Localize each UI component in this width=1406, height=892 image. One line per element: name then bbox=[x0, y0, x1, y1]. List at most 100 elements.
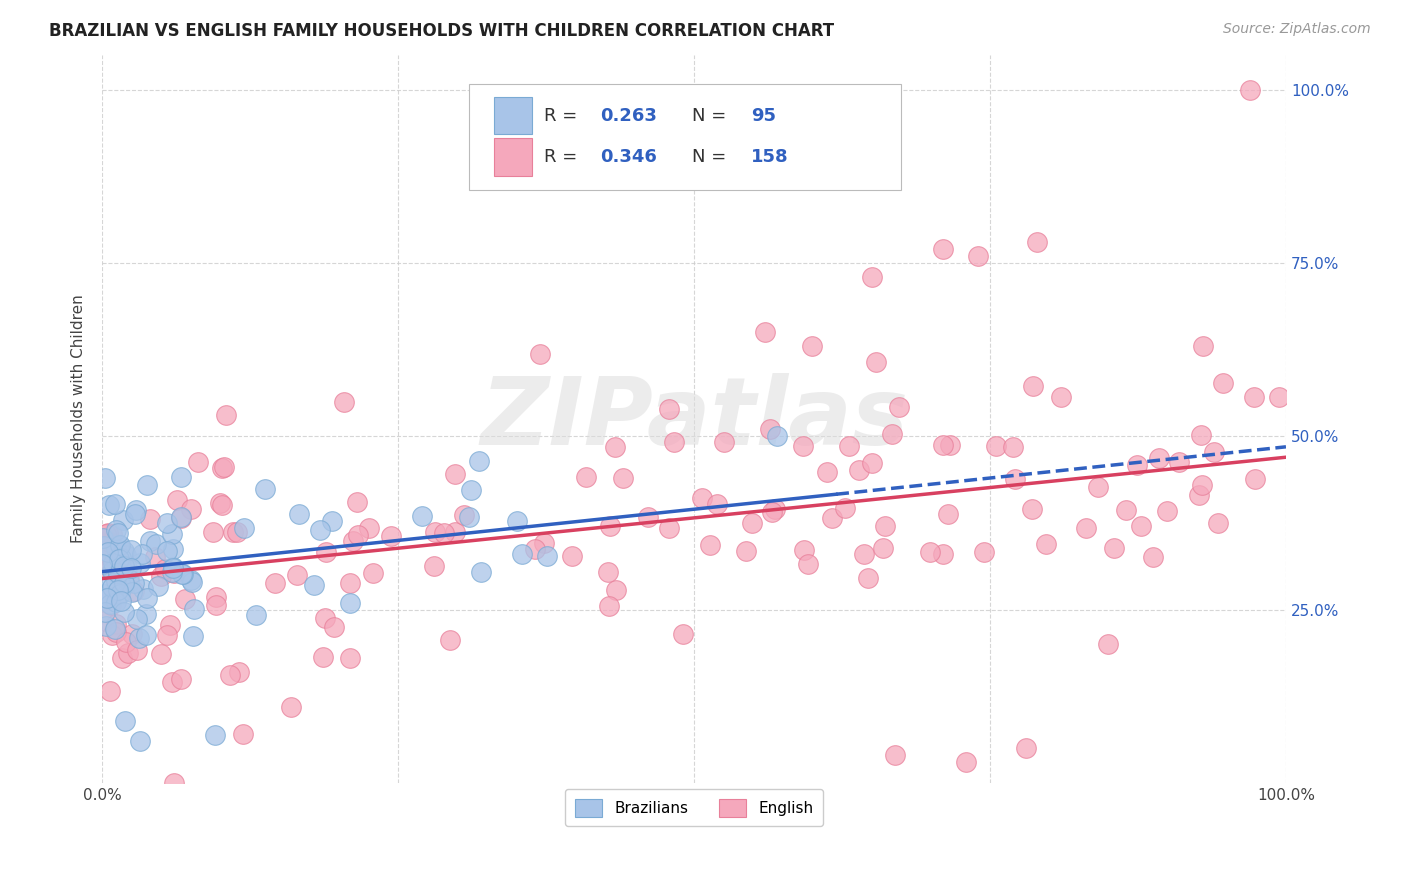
Point bbox=[148, 579, 170, 593]
Point bbox=[1187, 488, 1209, 502]
Point bbox=[93, 471, 115, 485]
Point bbox=[967, 249, 990, 263]
Point bbox=[932, 438, 955, 452]
Text: 0.346: 0.346 bbox=[600, 148, 658, 166]
Point bbox=[233, 521, 256, 535]
Point bbox=[754, 326, 776, 340]
Point bbox=[114, 605, 136, 619]
Point bbox=[159, 617, 181, 632]
Point bbox=[323, 620, 346, 634]
Point bbox=[122, 576, 145, 591]
Point bbox=[1097, 637, 1119, 651]
Point bbox=[94, 606, 117, 620]
Point bbox=[169, 510, 191, 524]
Point bbox=[187, 455, 209, 469]
Point bbox=[118, 573, 141, 587]
Point bbox=[160, 675, 183, 690]
Point bbox=[110, 651, 132, 665]
Point bbox=[174, 592, 197, 607]
Point bbox=[536, 549, 558, 563]
Point bbox=[339, 651, 361, 665]
Point bbox=[225, 524, 247, 539]
Point bbox=[129, 734, 152, 748]
Point bbox=[423, 558, 446, 573]
Point bbox=[918, 545, 941, 559]
Point bbox=[170, 470, 193, 484]
Point bbox=[107, 566, 129, 580]
Point bbox=[245, 607, 267, 622]
Point bbox=[219, 668, 242, 682]
Point bbox=[211, 498, 233, 512]
Text: R =: R = bbox=[544, 148, 582, 166]
Point bbox=[1004, 472, 1026, 486]
FancyBboxPatch shape bbox=[470, 84, 901, 190]
Point bbox=[314, 611, 336, 625]
Point bbox=[122, 584, 145, 599]
Point bbox=[112, 543, 135, 558]
Point bbox=[1014, 741, 1036, 756]
Point bbox=[856, 571, 879, 585]
Point bbox=[108, 587, 131, 601]
Point bbox=[96, 619, 118, 633]
Point bbox=[183, 602, 205, 616]
Point bbox=[101, 564, 124, 578]
Point bbox=[1206, 516, 1229, 530]
Point bbox=[460, 483, 482, 498]
Point bbox=[96, 548, 118, 562]
Point bbox=[170, 510, 193, 524]
Point bbox=[939, 437, 962, 451]
Point bbox=[117, 646, 139, 660]
Point bbox=[339, 596, 361, 610]
Point bbox=[153, 561, 176, 575]
Point bbox=[222, 525, 245, 540]
Point bbox=[139, 512, 162, 526]
Point bbox=[599, 519, 621, 533]
Point bbox=[96, 563, 118, 577]
Point bbox=[312, 649, 335, 664]
Point bbox=[110, 551, 132, 566]
Point bbox=[117, 561, 139, 575]
Point bbox=[1192, 339, 1215, 353]
Point bbox=[865, 355, 887, 369]
Point bbox=[98, 590, 121, 604]
Point bbox=[162, 542, 184, 557]
Point bbox=[973, 545, 995, 559]
Point bbox=[524, 541, 547, 556]
Point bbox=[135, 628, 157, 642]
Point bbox=[880, 426, 903, 441]
Point bbox=[131, 547, 153, 561]
Point bbox=[834, 501, 856, 516]
Point bbox=[105, 617, 128, 632]
Point bbox=[443, 525, 465, 540]
Point bbox=[860, 456, 883, 470]
Point bbox=[797, 557, 820, 571]
Point bbox=[209, 496, 232, 510]
Point bbox=[984, 439, 1007, 453]
Point bbox=[458, 510, 481, 524]
Point bbox=[108, 565, 131, 579]
Point bbox=[104, 523, 127, 537]
Point bbox=[706, 498, 728, 512]
Point bbox=[108, 538, 131, 552]
Point bbox=[884, 748, 907, 763]
Point bbox=[156, 516, 179, 530]
Point bbox=[304, 577, 326, 591]
Point bbox=[128, 556, 150, 570]
Point bbox=[232, 727, 254, 741]
Point bbox=[612, 471, 634, 485]
Point bbox=[107, 582, 129, 597]
Point bbox=[112, 576, 135, 591]
Point bbox=[763, 502, 786, 516]
Point bbox=[561, 549, 583, 564]
Point bbox=[1021, 502, 1043, 516]
Text: R =: R = bbox=[544, 106, 582, 125]
Point bbox=[598, 599, 620, 613]
Point bbox=[439, 632, 461, 647]
Point bbox=[433, 525, 456, 540]
Point bbox=[529, 347, 551, 361]
Point bbox=[162, 527, 184, 541]
Point bbox=[121, 627, 143, 641]
Point bbox=[955, 756, 977, 770]
Point bbox=[107, 552, 129, 566]
Point bbox=[91, 557, 114, 571]
